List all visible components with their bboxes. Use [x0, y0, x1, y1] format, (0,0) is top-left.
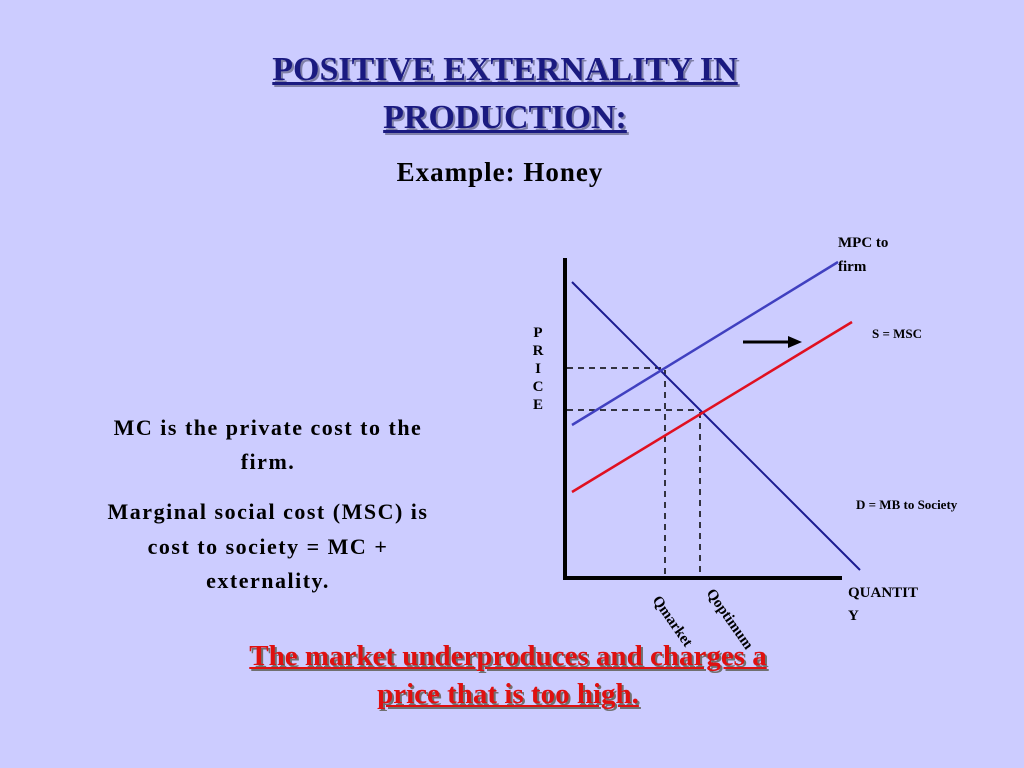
note-line: externality.: [206, 568, 330, 593]
msc-label: S = MSC: [872, 326, 922, 341]
shift-arrowhead: [788, 336, 802, 348]
title-line: POSITIVE EXTERNALITY IN: [272, 51, 738, 88]
note-line: cost to society = MC +: [147, 534, 389, 559]
mpc-curve: [571, 260, 839, 427]
mpc-label: firm: [838, 259, 867, 275]
demand-curve: [571, 281, 861, 571]
x-axis-label: QUANTIT: [848, 585, 918, 601]
conclusion-line: The market underproduces and charges a: [249, 640, 767, 672]
note-line: MC is the private cost to the: [113, 415, 423, 440]
subtitle: Example: Honey: [396, 157, 604, 187]
y-axis-label: PRICE: [530, 325, 546, 415]
note-line: firm.: [240, 449, 296, 474]
msc-curve: [571, 320, 853, 494]
mpc-label: MPC to: [838, 235, 888, 251]
note-line: Marginal social cost (MSC) is: [107, 499, 429, 524]
x-axis-label: Y: [848, 608, 859, 624]
conclusion-line: price that is too high.: [377, 678, 639, 710]
title-line: PRODUCTION:: [383, 99, 627, 136]
demand-label: D = MB to Society: [856, 497, 958, 512]
